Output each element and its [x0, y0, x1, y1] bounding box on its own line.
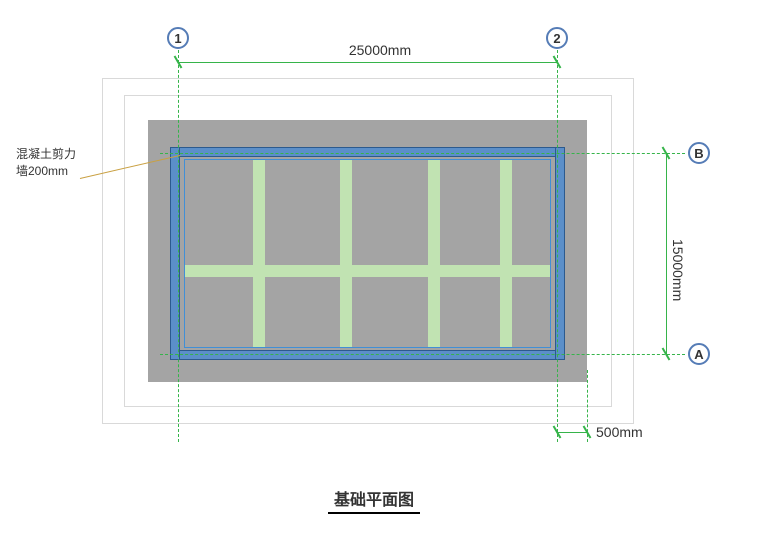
- dim-tick: [582, 427, 592, 437]
- wall-callout: 混凝土剪力 墙200mm: [16, 146, 76, 180]
- wall-callout-line2: 墙200mm: [16, 163, 76, 180]
- dim-wall-offset-label: 500mm: [596, 424, 643, 440]
- beam-vertical-4: [500, 160, 512, 347]
- shear-wall-bottom: [170, 350, 565, 360]
- axis-marker-1: 1: [167, 27, 189, 49]
- gridline-B: [160, 153, 685, 154]
- wall-callout-line1: 混凝土剪力: [16, 146, 76, 163]
- dim-width-label: 25000mm: [320, 42, 440, 58]
- gridline-A: [160, 354, 685, 355]
- drawing-title: 基础平面图: [328, 486, 420, 514]
- dim-tick: [552, 57, 562, 67]
- axis-marker-B: B: [688, 142, 710, 164]
- axis-marker-A: A: [688, 343, 710, 365]
- dim-tick: [661, 148, 671, 158]
- axis-marker-2: 2: [546, 27, 568, 49]
- gridline-1: [178, 50, 179, 442]
- dim-tick: [173, 57, 183, 67]
- beam-vertical-1: [253, 160, 265, 347]
- beam-horizontal: [185, 265, 550, 277]
- inner-wall-outline: [184, 159, 551, 348]
- dim-height-label: 15000mm: [670, 210, 686, 330]
- gridline-2: [557, 50, 558, 442]
- dim-tick: [552, 427, 562, 437]
- dim-line-top: [178, 62, 557, 63]
- beam-vertical-3: [428, 160, 440, 347]
- shear-wall-top: [170, 147, 565, 157]
- dim-tick: [661, 349, 671, 359]
- beam-vertical-2: [340, 160, 352, 347]
- drawing-canvas: 1 2 B A 25000mm 15000mm 500mm 混凝土剪力 墙200…: [0, 0, 760, 533]
- dim-line-right: [666, 153, 667, 354]
